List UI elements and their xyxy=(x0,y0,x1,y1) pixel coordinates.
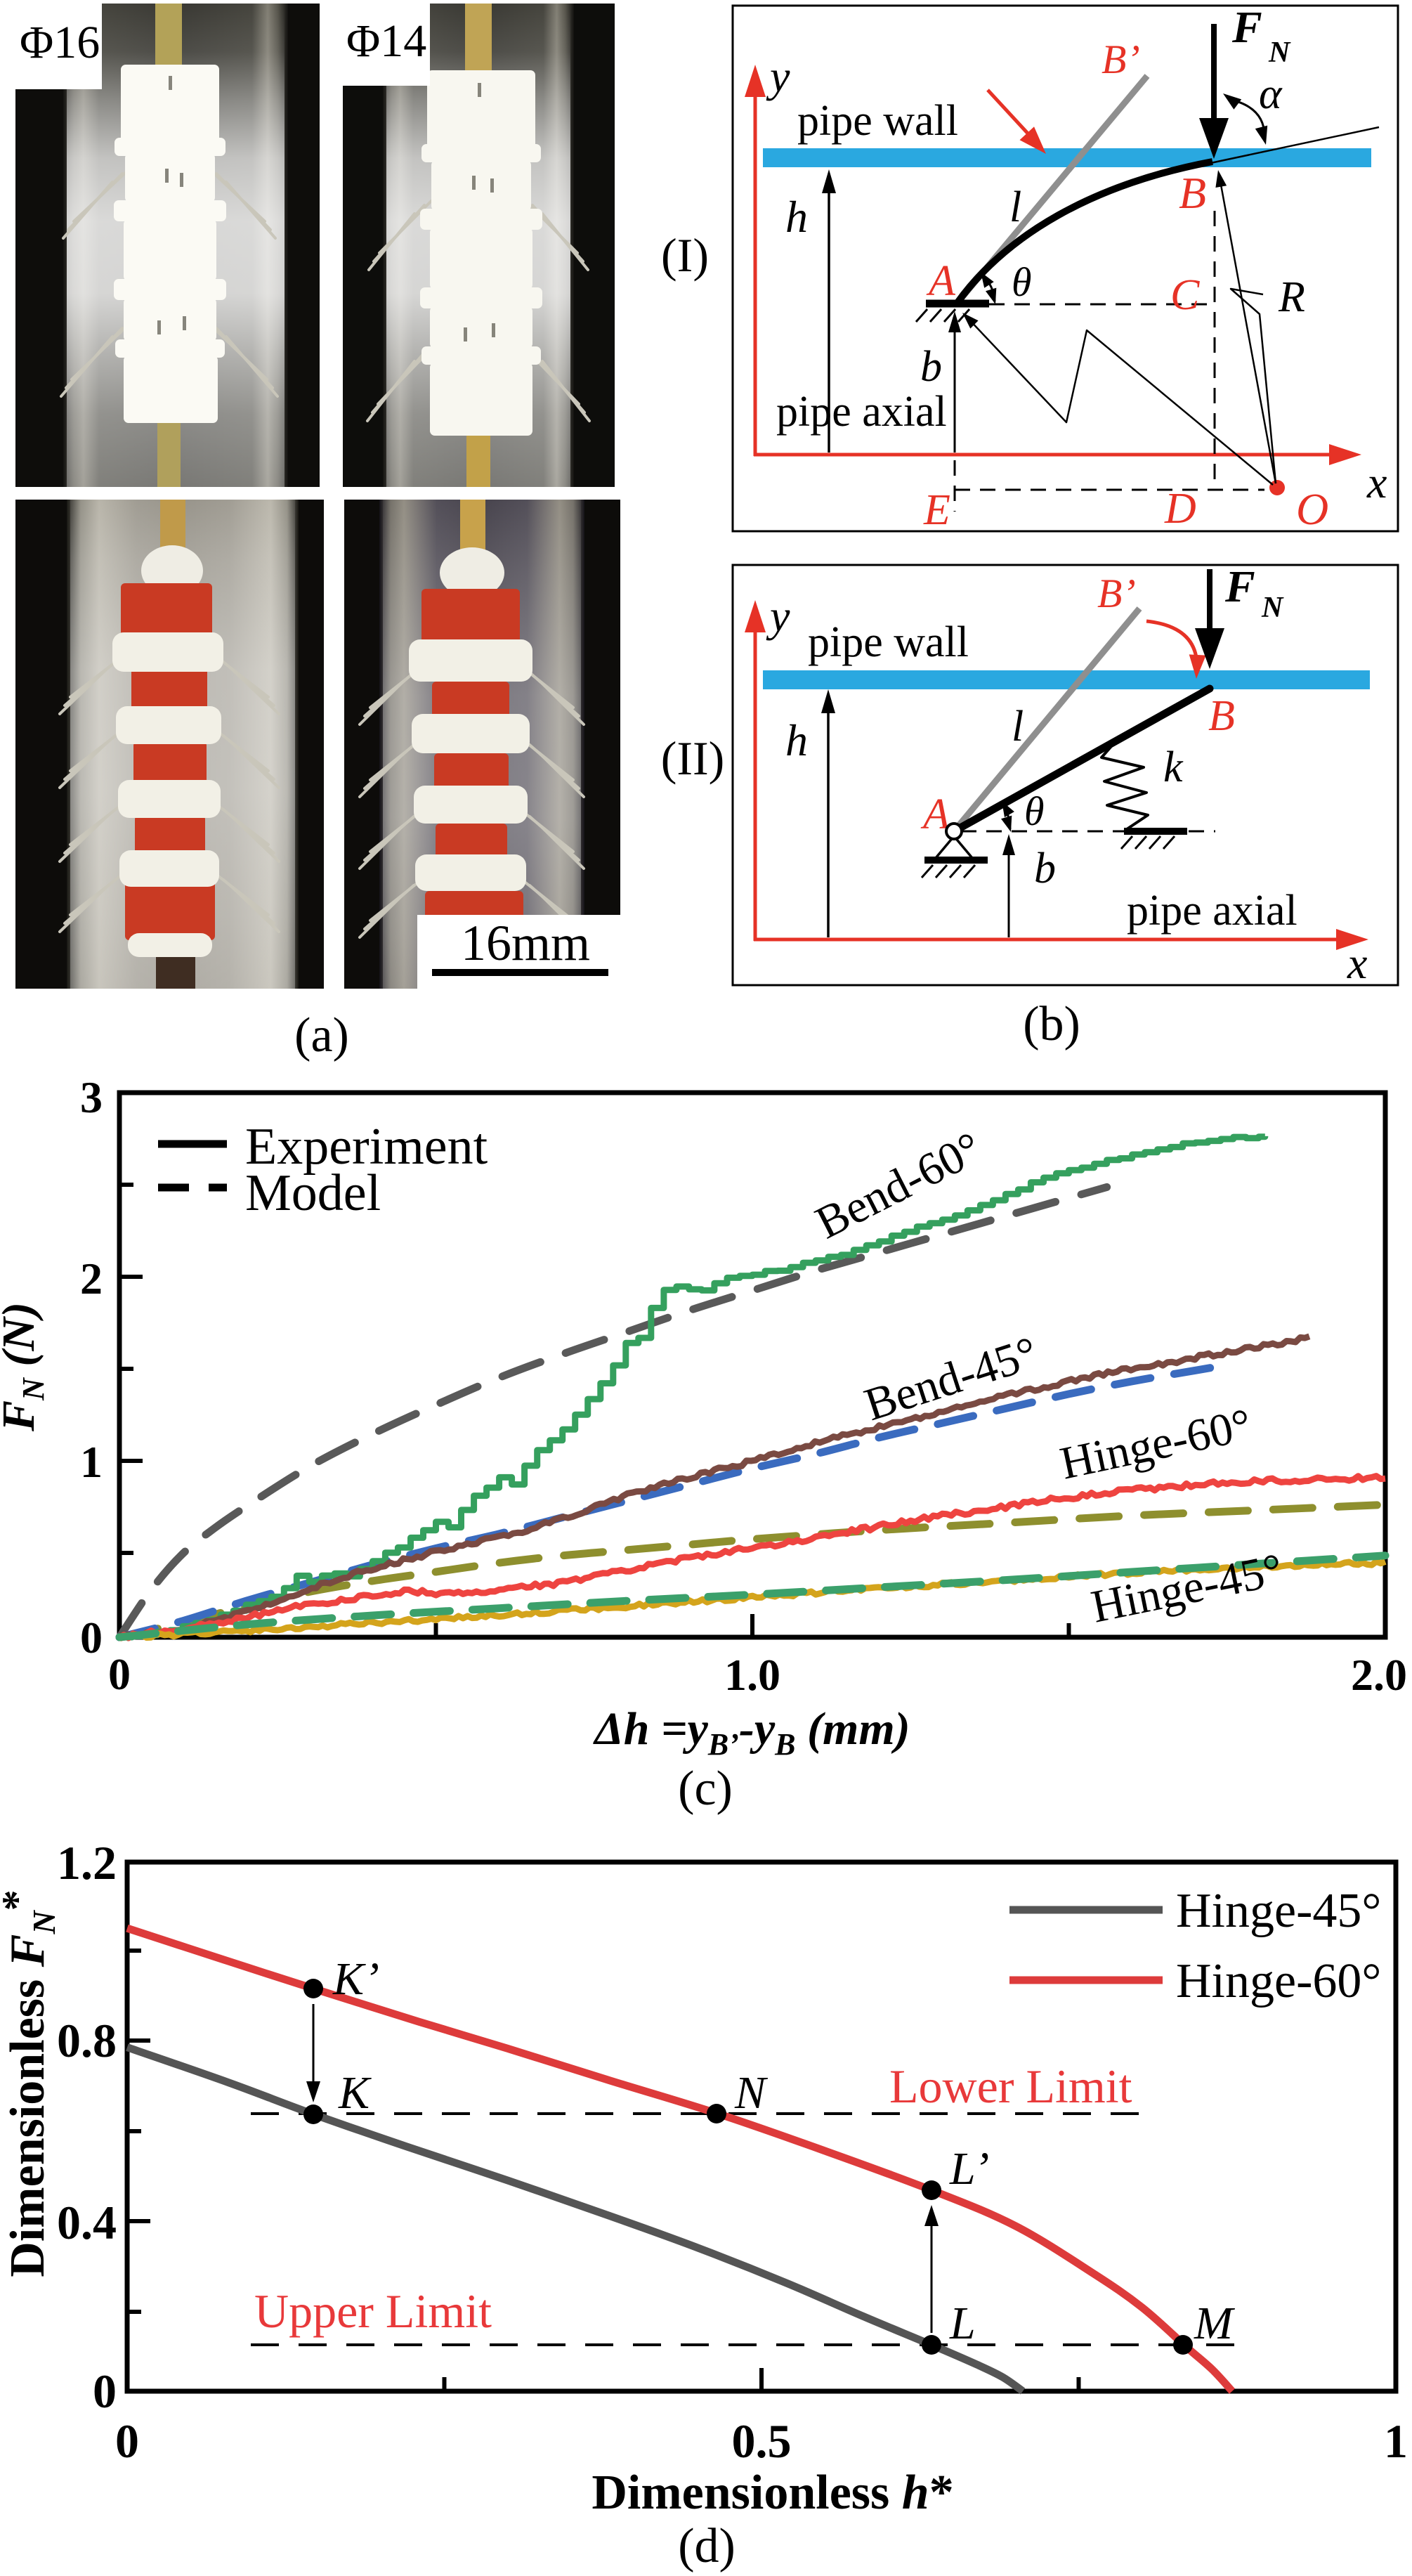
svg-text:B: B xyxy=(1179,168,1206,218)
svg-text:y: y xyxy=(766,51,790,101)
svg-text:L’: L’ xyxy=(949,2143,989,2194)
svg-text:pipe axial: pipe axial xyxy=(1127,887,1297,935)
svg-text:0: 0 xyxy=(80,1613,103,1663)
svg-text:x: x xyxy=(1366,457,1387,507)
svg-text:Φ14: Φ14 xyxy=(346,15,426,67)
svg-text:L: L xyxy=(949,2298,976,2349)
svg-text:(II): (II) xyxy=(661,731,725,785)
svg-text:B’: B’ xyxy=(1102,37,1140,82)
svg-text:Hinge-60°: Hinge-60° xyxy=(1176,1954,1381,2008)
svg-text:Experiment: Experiment xyxy=(245,1118,488,1176)
svg-text:b: b xyxy=(1034,845,1056,892)
svg-text:Hinge-45°: Hinge-45° xyxy=(1176,1884,1381,1938)
svg-text:A: A xyxy=(926,257,956,305)
svg-text:B’: B’ xyxy=(1097,571,1136,616)
svg-text:l: l xyxy=(1012,703,1024,750)
svg-text:(d): (d) xyxy=(678,2519,736,2573)
svg-text:Δh =yB’-yB (mm): Δh =yB’-yB (mm) xyxy=(592,1703,910,1762)
svg-text:Dimensionless h*: Dimensionless h* xyxy=(591,2466,953,2520)
svg-text:K’: K’ xyxy=(332,1953,379,2005)
svg-text:1: 1 xyxy=(1384,2414,1408,2468)
svg-text:(b): (b) xyxy=(1023,997,1080,1051)
svg-text:0: 0 xyxy=(115,2414,139,2468)
svg-text:0: 0 xyxy=(108,1649,131,1699)
svg-text:l: l xyxy=(1009,183,1021,231)
svg-text:b: b xyxy=(920,343,942,391)
svg-text:Upper Limit: Upper Limit xyxy=(254,2284,492,2338)
svg-text:N: N xyxy=(1268,37,1291,69)
svg-text:M: M xyxy=(1194,2298,1236,2349)
svg-text:1.0: 1.0 xyxy=(724,1650,780,1700)
svg-text:C: C xyxy=(1170,271,1200,319)
svg-text:y: y xyxy=(766,591,790,641)
svg-text:D: D xyxy=(1164,485,1196,533)
svg-text:θ: θ xyxy=(1024,788,1045,834)
svg-text:O: O xyxy=(1296,484,1328,534)
svg-text:(c): (c) xyxy=(678,1762,733,1816)
svg-text:pipe wall: pipe wall xyxy=(797,97,958,145)
svg-text:Φ16: Φ16 xyxy=(20,17,100,68)
svg-text:E: E xyxy=(923,486,950,534)
svg-text:2: 2 xyxy=(80,1254,103,1303)
svg-text:Model: Model xyxy=(245,1164,381,1222)
svg-text:k: k xyxy=(1163,743,1184,791)
svg-text:Dimensionless FN*: Dimensionless FN* xyxy=(0,1889,62,2277)
svg-text:(a): (a) xyxy=(294,1008,349,1062)
svg-text:F: F xyxy=(1231,2,1262,52)
svg-text:1.2: 1.2 xyxy=(57,1836,117,1889)
svg-text:K: K xyxy=(338,2067,372,2119)
svg-text:N: N xyxy=(734,2067,769,2119)
svg-text:h: h xyxy=(785,715,808,765)
svg-text:pipe wall: pipe wall xyxy=(808,618,969,666)
svg-text:F: F xyxy=(1224,561,1255,611)
svg-text:0.4: 0.4 xyxy=(57,2196,117,2249)
svg-text:(I): (I) xyxy=(661,228,709,282)
svg-text:0.5: 0.5 xyxy=(732,2414,792,2468)
svg-text:0: 0 xyxy=(93,2364,117,2418)
svg-text:0.8: 0.8 xyxy=(57,2014,117,2067)
svg-text:3: 3 xyxy=(80,1072,103,1122)
svg-text:2.0: 2.0 xyxy=(1351,1650,1407,1700)
svg-text:Lower Limit: Lower Limit xyxy=(889,2060,1132,2113)
svg-text:B: B xyxy=(1208,692,1235,740)
svg-text:16mm: 16mm xyxy=(461,915,590,971)
svg-text:FN (N): FN (N) xyxy=(0,1302,51,1432)
svg-text:x: x xyxy=(1347,938,1367,988)
svg-text:1: 1 xyxy=(80,1437,103,1487)
svg-text:θ: θ xyxy=(1012,259,1032,305)
svg-text:α: α xyxy=(1259,70,1283,118)
svg-text:N: N xyxy=(1261,592,1284,624)
svg-text:h: h xyxy=(785,192,808,242)
svg-text:pipe axial: pipe axial xyxy=(776,388,947,436)
svg-text:R: R xyxy=(1278,273,1305,321)
